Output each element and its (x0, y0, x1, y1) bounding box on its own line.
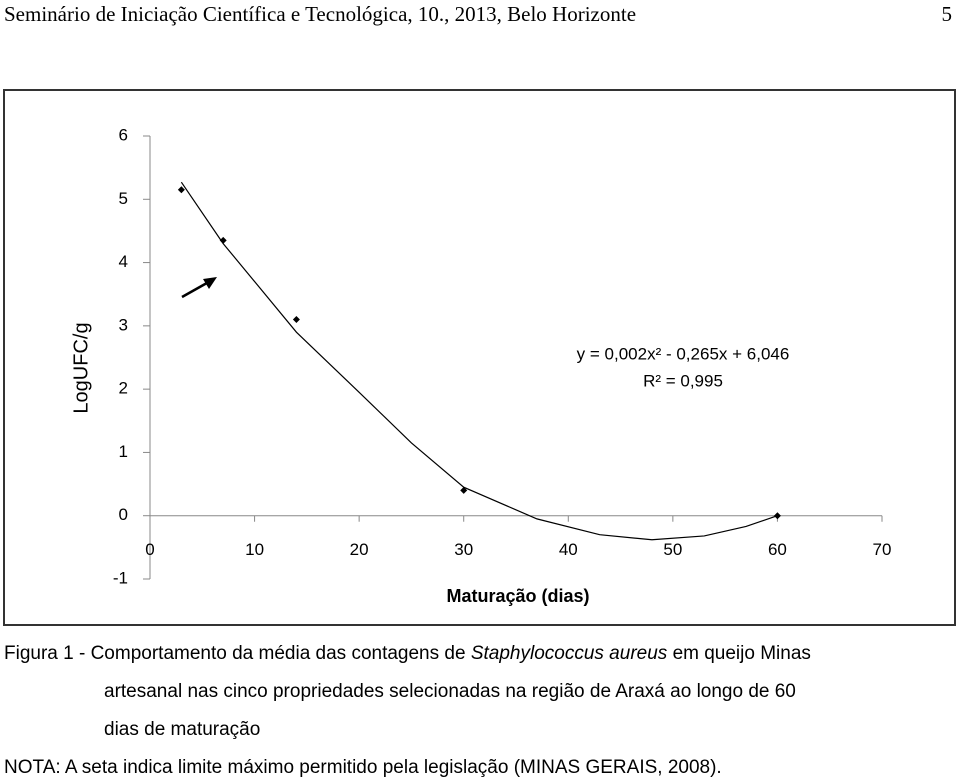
y-tick-label: 2 (119, 379, 128, 398)
chart-frame (3, 89, 956, 626)
equation: y = 0,002x² - 0,265x + 6,046 (577, 344, 790, 363)
caption-line: artesanal nas cinco propriedades selecio… (104, 681, 796, 702)
y-tick-label: 1 (119, 442, 128, 461)
data-point (292, 316, 300, 324)
x-tick-label: 30 (454, 540, 473, 559)
x-tick-label: 0 (145, 540, 154, 559)
x-tick-label: 40 (559, 540, 578, 559)
caption-species: Staphylococcus aureus (470, 643, 668, 664)
r-squared: R² = 0,995 (643, 371, 723, 390)
caption-line: dias de maturação (104, 719, 261, 740)
y-tick-label: -1 (113, 568, 128, 587)
x-axis-title: Maturação (dias) (446, 586, 589, 606)
x-tick-label: 20 (350, 540, 369, 559)
data-point (460, 486, 468, 494)
x-tick-label: 10 (245, 540, 264, 559)
caption-line: Figura 1 - Comportamento da média das co… (4, 643, 811, 665)
trendline (180, 181, 778, 541)
caption-prefix: Figura 1 - Comportamento da média das co… (4, 643, 466, 664)
y-tick-label: 6 (119, 125, 128, 144)
data-point (177, 186, 185, 194)
data-point (219, 236, 227, 244)
arrow-head (203, 277, 217, 289)
note: NOTA: A seta indica limite máximo permit… (4, 757, 722, 778)
y-tick-label: 0 (119, 505, 128, 524)
y-tick-label: 5 (119, 189, 128, 208)
x-tick-label: 70 (873, 540, 892, 559)
y-tick-label: 4 (119, 252, 128, 271)
page-number: 5 (941, 2, 953, 26)
y-tick-label: 3 (119, 315, 128, 334)
data-point (773, 512, 781, 520)
caption-rest: em queijo Minas (672, 643, 811, 664)
header-title: Seminário de Iniciação Científica e Tecn… (4, 2, 637, 26)
x-tick-label: 60 (768, 540, 787, 559)
y-axis-title: LogUFC/g (70, 322, 92, 413)
x-tick-label: 50 (663, 540, 682, 559)
chart: LogUFC/g Maturação (dias) y = 0,002x² - … (3, 89, 956, 626)
